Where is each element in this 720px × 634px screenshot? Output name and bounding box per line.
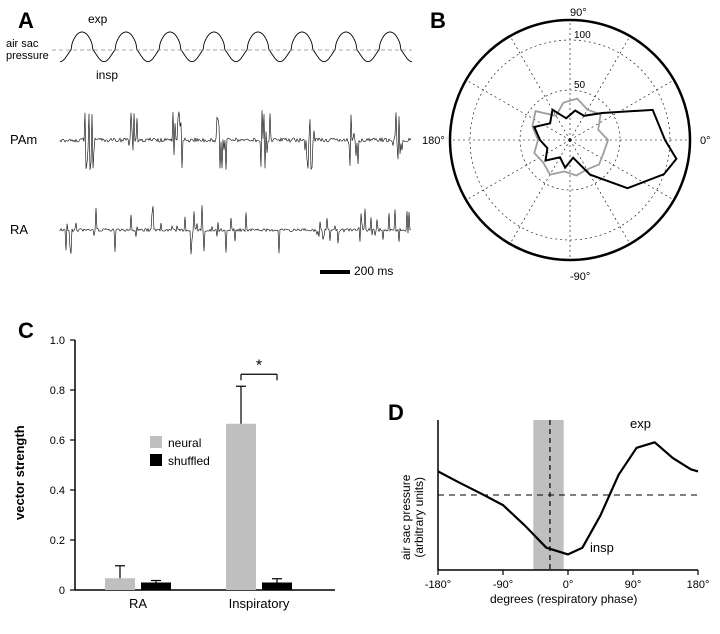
svg-text:0.4: 0.4	[50, 485, 65, 497]
svg-text:100: 100	[574, 30, 591, 41]
exp-label-a: exp	[88, 12, 107, 26]
svg-text:0: 0	[59, 585, 65, 597]
svg-text:90°: 90°	[625, 579, 642, 591]
svg-text:1.0: 1.0	[50, 335, 65, 347]
svg-text:-180°: -180°	[425, 579, 451, 591]
svg-text:0°: 0°	[563, 579, 574, 591]
panel-d-curve: -180° -90° 0° 90° 180°	[390, 360, 710, 610]
airsac-label: air sacpressure	[6, 38, 49, 62]
svg-text:50: 50	[574, 80, 586, 91]
ra-label: RA	[10, 222, 28, 237]
panel-d-ylabel: air sac pressure(arbitrary units)	[400, 475, 426, 560]
insp-label-d: insp	[590, 540, 614, 555]
panel-a-traces	[0, 0, 420, 300]
svg-text:-90°: -90°	[493, 579, 513, 591]
panel-b-polar: 50 100 0° 90° 180° -90°	[420, 0, 720, 290]
svg-text:shuffled: shuffled	[168, 454, 210, 468]
panel-c-barchart: 0 0.2 0.4 0.6 0.8 1.0 RA Inspiratory * neural shuf…	[0, 310, 370, 630]
svg-text:-90°: -90°	[570, 271, 590, 283]
svg-text:Inspiratory: Inspiratory	[229, 596, 290, 611]
svg-text:*: *	[256, 357, 262, 374]
panel-c-ylabel: vector strength	[12, 425, 27, 520]
svg-text:0°: 0°	[700, 135, 711, 147]
scalebar-label: 200 ms	[354, 264, 393, 278]
svg-text:0.2: 0.2	[50, 535, 65, 547]
svg-text:180°: 180°	[422, 135, 445, 147]
svg-text:90°: 90°	[570, 7, 587, 19]
svg-text:180°: 180°	[687, 579, 710, 591]
insp-label-a: insp	[96, 68, 118, 82]
svg-text:neural: neural	[168, 436, 201, 450]
panel-d-xlabel: degrees (respiratory phase)	[490, 592, 637, 606]
exp-label-d: exp	[630, 416, 651, 431]
pam-label: PAm	[10, 132, 37, 147]
svg-text:RA: RA	[129, 596, 147, 611]
svg-text:0.8: 0.8	[50, 385, 65, 397]
svg-text:0.6: 0.6	[50, 435, 65, 447]
